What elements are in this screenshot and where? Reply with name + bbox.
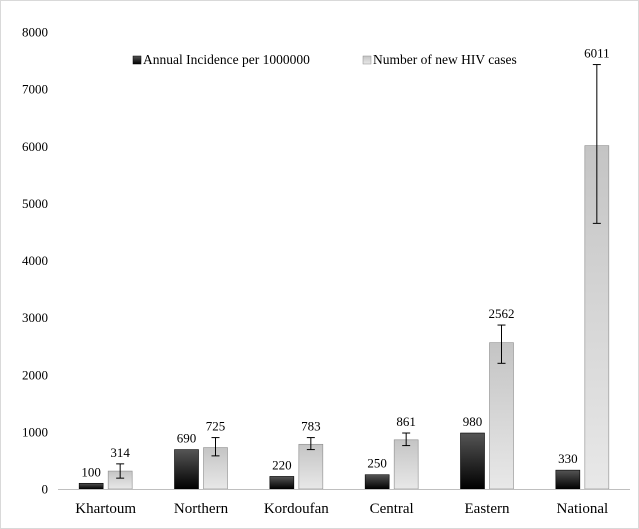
y-tick-label: 0 [42,482,49,497]
legend-label-hiv-cases: Number of new HIV cases [373,52,517,67]
bar-incidence [555,469,581,490]
x-category-label: Eastern [465,501,510,517]
legend-label-incidence: Annual Incidence per 1000000 [143,52,310,67]
data-label-incidence: 220 [272,457,292,472]
bar-incidence [364,474,390,490]
x-category-label: Central [370,501,414,517]
data-label-incidence: 100 [81,464,101,479]
bar-incidence [78,482,104,490]
bars: 100 314 690 725 220 783 250 861 980 2562 330 6011 [78,46,610,490]
legend: Annual Incidence per 1000000 Number of n… [132,52,517,67]
y-tick-label: 1000 [22,424,48,439]
data-label-hiv-cases: 6011 [584,46,610,61]
x-category-label: Northern [174,501,229,517]
x-category-label: National [557,501,609,517]
y-tick-label: 4000 [22,253,48,268]
bar-incidence [460,432,485,490]
bar-incidence [269,476,295,490]
y-tick-label: 5000 [22,196,48,211]
data-label-hiv-cases: 725 [206,419,226,434]
y-tick-label: 6000 [22,139,48,154]
x-category-label: Kordoufan [264,501,329,517]
y-tick-label: 2000 [22,367,48,382]
y-tick-label: 3000 [22,310,48,325]
bar-incidence [174,449,199,490]
data-label-hiv-cases: 2562 [489,306,515,321]
legend-swatch-hiv-cases [362,55,372,65]
bar-hiv-cases [393,439,419,490]
bar-hiv-cases [298,443,324,490]
data-label-incidence: 690 [177,431,197,446]
data-label-hiv-cases: 861 [396,414,416,429]
data-label-hiv-cases: 783 [301,419,321,434]
legend-swatch-incidence [132,55,142,65]
data-label-hiv-cases: 314 [110,445,130,460]
y-tick-label: 8000 [22,25,48,40]
y-axis: 0 1000 2000 3000 4000 5000 6000 7000 8000 [22,25,48,497]
x-axis: Khartoum Northern Kordoufan Central Eastern N… [58,489,630,517]
data-label-incidence: 250 [367,456,387,471]
data-label-incidence: 330 [558,451,578,466]
y-tick-label: 7000 [22,82,48,97]
bar-hiv-cases [489,342,514,490]
x-category-label: Khartoum [75,501,136,517]
data-label-incidence: 980 [463,414,483,429]
